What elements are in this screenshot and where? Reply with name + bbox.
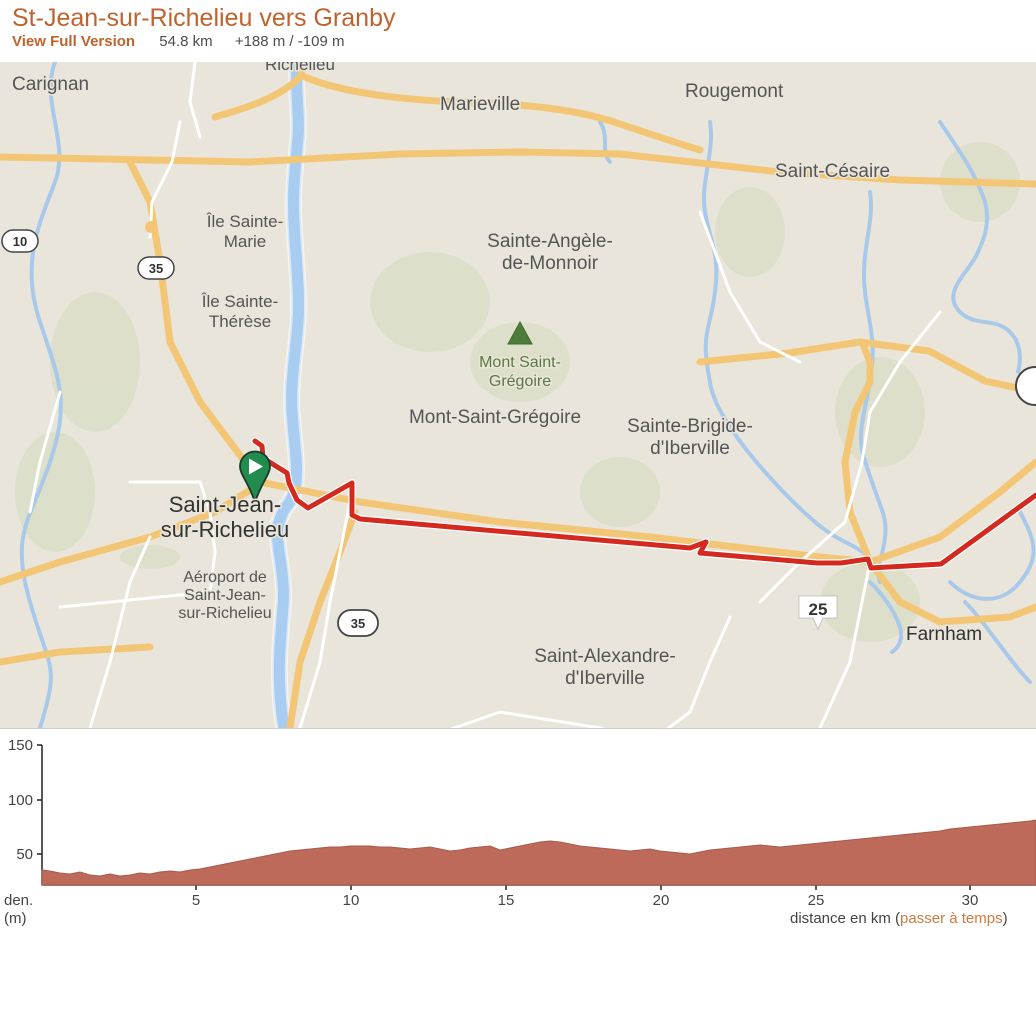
svg-text:Grégoire: Grégoire (489, 373, 551, 390)
svg-text:Aéroport de: Aéroport de (183, 569, 267, 586)
svg-text:Thérèse: Thérèse (209, 312, 271, 331)
svg-text:d'Iberville: d'Iberville (565, 668, 645, 689)
svg-text:10: 10 (343, 892, 360, 909)
svg-text:den.: den. (4, 892, 33, 909)
svg-text:Farnham: Farnham (906, 624, 982, 645)
svg-text:Mont-Saint-Grégoire: Mont-Saint-Grégoire (409, 407, 581, 428)
svg-text:25: 25 (809, 600, 828, 619)
svg-text:35: 35 (149, 261, 163, 276)
svg-text:30: 30 (962, 892, 979, 909)
svg-text:Saint-Jean-: Saint-Jean- (184, 587, 266, 604)
svg-text:Sainte-Brigide-: Sainte-Brigide- (627, 416, 753, 437)
svg-text:d'Iberville: d'Iberville (650, 438, 730, 459)
svg-text:sur-Richelieu: sur-Richelieu (161, 517, 289, 542)
svg-text:50: 50 (16, 846, 33, 863)
svg-text:Marieville: Marieville (440, 94, 520, 115)
svg-text:Sainte-Angèle-: Sainte-Angèle- (487, 231, 613, 252)
svg-text:de-Monnoir: de-Monnoir (502, 253, 599, 274)
svg-text:sur-Richelieu: sur-Richelieu (178, 605, 271, 622)
svg-text:Île Sainte-: Île Sainte- (206, 212, 284, 231)
svg-text:Marie: Marie (224, 232, 267, 251)
svg-text:150: 150 (8, 737, 33, 754)
svg-text:15: 15 (498, 892, 515, 909)
svg-text:distance en km (passer à temps: distance en km (passer à temps) (790, 910, 1008, 927)
svg-text:10: 10 (13, 234, 27, 249)
svg-text:Carignan: Carignan (12, 74, 89, 95)
svg-text:20: 20 (653, 892, 670, 909)
svg-text:35: 35 (351, 616, 365, 631)
svg-text:(m): (m) (4, 910, 27, 927)
svg-text:Île Sainte-: Île Sainte- (201, 292, 279, 311)
svg-text:Saint-Alexandre-: Saint-Alexandre- (534, 646, 676, 667)
svg-text:100: 100 (8, 792, 33, 809)
svg-text:Mont Saint-: Mont Saint- (479, 354, 561, 371)
svg-text:Saint-Césaire: Saint-Césaire (775, 161, 890, 182)
svg-text:5: 5 (192, 892, 200, 909)
svg-text:Richelieu: Richelieu (265, 62, 335, 74)
svg-text:Rougemont: Rougemont (685, 81, 784, 102)
svg-text:Saint-Jean-: Saint-Jean- (169, 492, 282, 517)
svg-text:25: 25 (808, 892, 825, 909)
